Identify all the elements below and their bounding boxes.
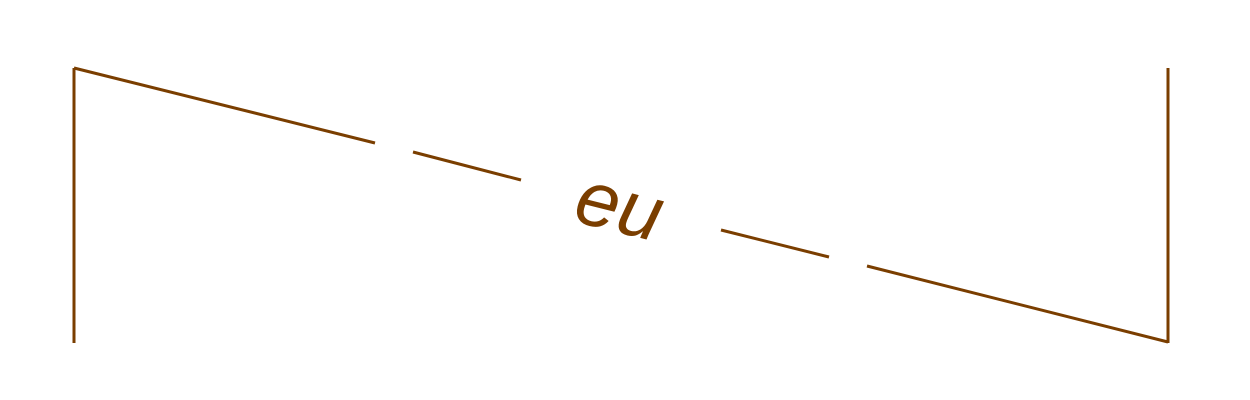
diagram-label: eu	[567, 152, 672, 258]
diagonal-segment-2	[412, 150, 522, 182]
diagonal-segment-3	[720, 228, 830, 259]
diagonal-segment-1	[73, 66, 376, 145]
diagonal-segment-4	[866, 264, 1169, 344]
